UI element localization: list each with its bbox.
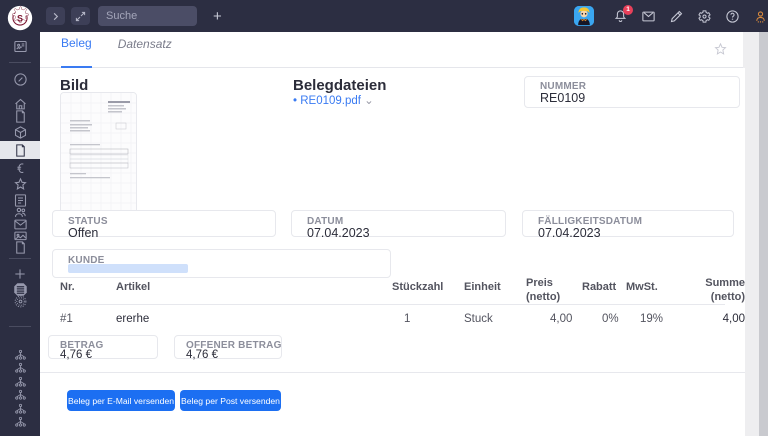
svg-text:S: S bbox=[17, 14, 23, 24]
